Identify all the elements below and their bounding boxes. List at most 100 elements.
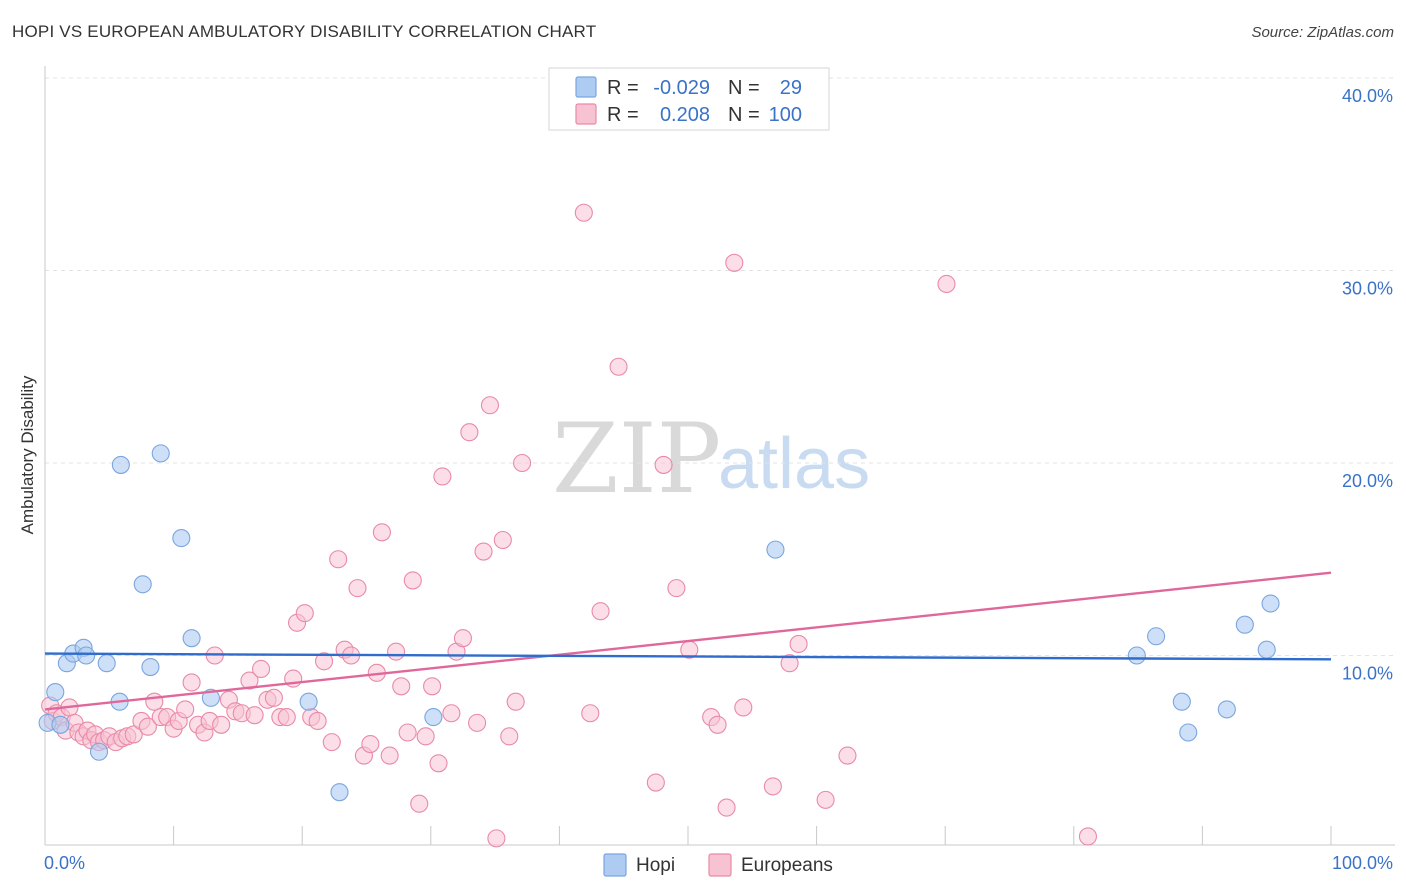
- series-legend: Hopi Europeans: [603, 853, 833, 877]
- europeans-point: [348, 579, 367, 598]
- legend-n-value-europeans: 100: [769, 104, 802, 126]
- europeans-point: [789, 634, 808, 654]
- europeans-point: [245, 706, 264, 725]
- hopi-point: [182, 629, 201, 648]
- legend-n-label: N =: [728, 77, 760, 99]
- europeans-point: [387, 642, 406, 661]
- europeans-point: [480, 396, 500, 415]
- gridlines: [45, 77, 1395, 656]
- hopi-point: [766, 540, 785, 559]
- hopi-point: [97, 654, 116, 673]
- bottom-legend-swatch-europeans: [708, 853, 732, 877]
- europeans-point: [410, 794, 429, 813]
- hopi-point: [330, 783, 349, 802]
- hopi-point: [111, 455, 130, 474]
- bottom-legend-swatch-hopi: [603, 853, 627, 877]
- europeans-point: [380, 746, 399, 765]
- trend-lines: [44, 571, 1332, 711]
- hopi-point: [133, 575, 152, 594]
- chart-title: HOPI VS EUROPEAN AMBULATORY DISABILITY C…: [12, 22, 597, 41]
- europeans-point: [329, 550, 348, 569]
- europeans-point: [442, 704, 461, 723]
- hopi-point: [1217, 700, 1236, 719]
- legend-r-label: R =: [607, 104, 639, 126]
- hopi-trend-line: [44, 652, 1332, 661]
- europeans-point: [315, 652, 334, 671]
- europeans-point: [124, 725, 143, 744]
- hopi-point: [299, 692, 318, 711]
- europeans-point: [433, 467, 452, 486]
- europeans-point: [468, 713, 487, 732]
- bottom-legend-label-hopi: Hopi: [636, 855, 675, 876]
- europeans-point: [392, 677, 411, 696]
- europeans-point: [500, 727, 519, 746]
- europeans-point: [763, 777, 782, 796]
- legend-swatch-europeans: [575, 103, 597, 125]
- hopi-point: [1179, 723, 1198, 742]
- legend-r-label: R =: [607, 77, 639, 99]
- hopi-point: [1235, 615, 1254, 634]
- europeans-point: [308, 711, 327, 731]
- europeans-point: [429, 754, 448, 773]
- europeans-point: [264, 688, 283, 707]
- legend-swatch-hopi: [575, 76, 597, 98]
- hopi-point: [1147, 627, 1166, 646]
- hopi-point: [424, 708, 443, 727]
- hopi-point: [1261, 594, 1280, 613]
- europeans-point: [182, 673, 201, 692]
- europeans-point: [609, 357, 628, 376]
- hopi-point: [172, 529, 191, 548]
- y-tick-label: 10.0%: [1342, 664, 1393, 684]
- bottom-legend-label-europeans: Europeans: [741, 855, 833, 876]
- europeans-point: [734, 698, 753, 717]
- watermark-atlas: atlas: [718, 424, 870, 504]
- europeans-point: [708, 715, 727, 734]
- europeans-point: [322, 733, 341, 752]
- correlation-legend: R = -0.029 N = 29 R = 0.208 N = 100: [548, 67, 830, 131]
- y-tick-label: 20.0%: [1342, 471, 1393, 491]
- europeans-point: [176, 700, 195, 719]
- europeans-point: [372, 523, 391, 542]
- legend-n-value-hopi: 29: [780, 77, 802, 99]
- hopi-point: [89, 742, 109, 761]
- x-tick-labels: 0.0% 100.0%: [44, 853, 1393, 873]
- hopi-point: [141, 657, 160, 677]
- europeans-point: [591, 602, 610, 621]
- europeans-point: [138, 717, 157, 736]
- europeans-point: [487, 829, 506, 848]
- hopi-point: [1172, 692, 1191, 711]
- hopi-points: [38, 444, 1280, 802]
- legend-r-value-europeans: 0.208: [660, 104, 710, 126]
- europeans-point: [838, 746, 857, 765]
- europeans-point: [937, 274, 956, 294]
- europeans-point: [398, 723, 417, 742]
- europeans-point: [646, 773, 665, 792]
- hopi-point: [77, 646, 96, 665]
- europeans-point: [453, 629, 473, 648]
- hopi-point: [46, 683, 65, 702]
- europeans-point: [416, 727, 435, 746]
- europeans-point: [145, 692, 164, 711]
- legend-r-value-hopi: -0.029: [653, 77, 710, 99]
- europeans-point: [574, 203, 593, 222]
- europeans-point: [403, 571, 422, 590]
- x-tick-label: 0.0%: [44, 853, 85, 873]
- hopi-point: [201, 688, 220, 707]
- y-axis-title: Ambulatory Disability: [18, 375, 37, 534]
- europeans-point: [240, 671, 259, 690]
- hopi-point: [151, 444, 170, 463]
- y-tick-labels: 10.0% 20.0% 30.0% 40.0%: [1342, 86, 1393, 684]
- europeans-point: [361, 734, 380, 754]
- europeans-point: [780, 654, 799, 673]
- europeans-point: [717, 798, 736, 817]
- europeans-point: [295, 604, 314, 623]
- x-tick-label: 100.0%: [1332, 853, 1393, 873]
- watermark-zip: ZIP: [552, 403, 721, 515]
- hopi-point: [1257, 640, 1276, 659]
- y-tick-label: 30.0%: [1342, 279, 1393, 299]
- europeans-point: [474, 542, 493, 561]
- y-tick-label: 40.0%: [1342, 86, 1393, 106]
- europeans-trend-line: [44, 571, 1332, 711]
- europeans-point: [251, 659, 271, 679]
